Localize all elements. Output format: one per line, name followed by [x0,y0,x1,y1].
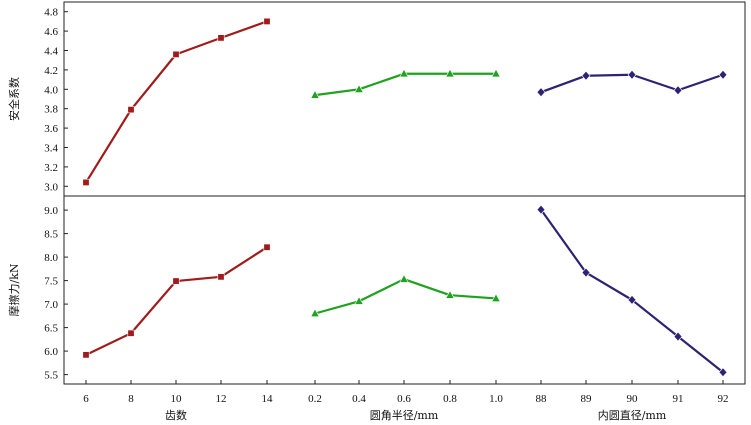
y-tick-label: 7.5 [44,276,58,288]
diamond-marker [718,69,728,80]
square-marker [263,17,271,25]
y-tick-label: 4.4 [44,46,58,58]
triangle-marker [445,68,455,78]
square-marker [127,106,135,114]
y-tick-label: 3.2 [44,162,58,174]
x-axis-label-fillet-radius: 圆角半径/mm [370,408,439,422]
y-tick-label: 5.5 [44,370,58,382]
diamond-marker [627,294,637,305]
diamond-marker [673,331,683,342]
series-line [314,278,497,315]
series-line [540,208,724,374]
x-axis-label-inner-diameter: 内圆直径/mm [598,408,667,422]
triangle-marker [310,89,320,99]
diamond-marker [581,70,591,81]
axis-ticks [64,11,724,384]
triangle-marker [354,84,364,93]
x-tick-label: 88 [536,393,548,405]
series-line [85,20,268,183]
diamond-marker [536,87,546,98]
y-tick-label: 4.2 [44,65,58,77]
plot-border [63,1,746,385]
square-marker [172,50,180,58]
y-tick-label: 4.6 [44,26,58,38]
diamond-marker [536,204,546,215]
x-tick-label: 89 [581,393,593,405]
x-tick-label: 8 [128,393,134,405]
y-tick-label: 8.0 [44,252,58,264]
triangle-marker [445,290,455,299]
bottom-y-axis-label: 摩擦力/kN [7,263,21,316]
x-tick-label: 12 [216,393,227,405]
y-tick-label: 9.0 [44,205,58,217]
x-tick-label: 0.4 [352,393,366,405]
series-line [85,246,268,356]
y-tick-label: 6.5 [44,323,58,335]
square-marker [263,243,271,251]
x-tick-labels: 6 8 10 12 14 0.2 0.4 0.6 0.8 1.0 88 89 90 91 92 [83,393,728,405]
y-tick-labels: 3.0 3.2 3.4 3.6 3.8 4.0 4.2 4.4 4.6 4.8 5.5 6.0 6.5 7… [44,7,58,382]
series-layer [82,17,728,378]
x-tick-label: 90 [627,393,639,405]
y-tick-label: 6.0 [44,346,58,358]
triangle-marker [491,293,501,302]
x-tick-label: 1.0 [489,393,503,405]
square-marker [172,277,180,285]
x-tick-label: 0.8 [443,393,457,405]
x-tick-label: 91 [673,393,684,405]
y-tick-label: 3.0 [44,181,58,193]
triangle-marker [354,296,364,305]
diamond-marker [718,367,728,378]
y-tick-label: 3.8 [44,104,58,116]
x-tick-label: 14 [262,393,274,405]
diamond-marker [581,267,591,278]
triangle-marker [491,68,501,78]
square-marker [82,178,90,186]
x-tick-label: 0.6 [397,393,411,405]
triangle-marker [310,308,320,318]
x-axis-label-teeth: 齿数 [165,409,187,422]
triangle-marker [399,68,409,78]
y-tick-label: 4.0 [44,84,58,96]
plot-frame [63,1,746,385]
x-tick-label: 10 [171,393,183,405]
diamond-marker [673,85,683,96]
x-tick-label: 92 [718,393,729,405]
x-tick-label: 0.2 [308,393,322,405]
square-marker [217,34,225,42]
triangle-marker [399,274,409,283]
square-marker [82,351,90,359]
y-tick-label: 3.6 [44,123,58,135]
y-tick-label: 4.8 [44,7,58,19]
y-tick-label: 7.0 [44,299,58,311]
y-tick-label: 8.5 [44,229,58,241]
diamond-marker [627,69,637,80]
top-y-axis-label: 安全系数 [7,77,21,121]
square-marker [217,273,225,281]
x-tick-label: 6 [83,393,89,405]
square-marker [127,329,135,337]
y-tick-label: 3.4 [44,143,58,155]
